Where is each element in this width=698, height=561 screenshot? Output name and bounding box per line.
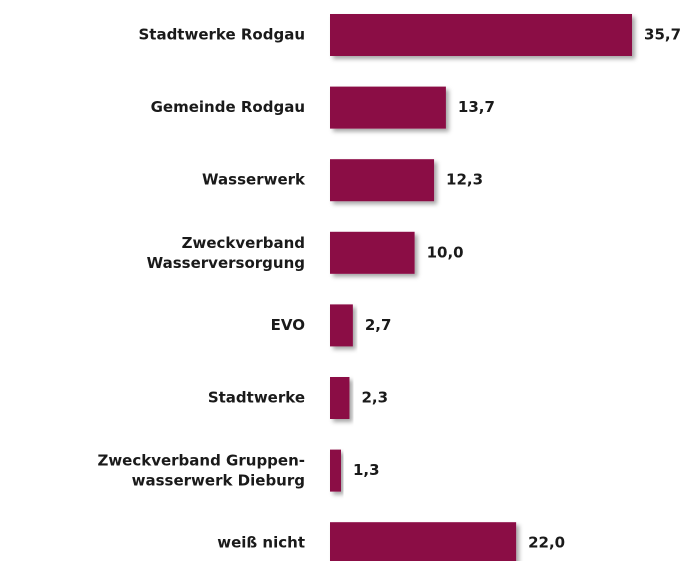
category-label: Gemeinde Rodgau: [151, 98, 305, 116]
value-label: 2,3: [361, 389, 388, 407]
category-label: weiß nicht: [217, 534, 305, 552]
bar: [330, 159, 435, 202]
value-label: 35,7: [644, 26, 681, 44]
category-label: EVO: [271, 316, 305, 334]
bar: [330, 522, 517, 561]
value-label: 2,7: [365, 316, 392, 334]
bar: [330, 304, 353, 347]
category-label: Wasserwerk: [202, 171, 306, 189]
bar: [330, 14, 633, 56]
category-label: Stadtwerke Rodgau: [138, 26, 305, 44]
value-label: 22,0: [528, 534, 565, 552]
category-label: Zweckverband Wasserversorgung: [147, 233, 305, 271]
value-label: 10,0: [427, 243, 464, 261]
category-label: Stadtwerke: [208, 389, 305, 407]
bar: [330, 86, 446, 129]
value-label: 1,3: [353, 461, 380, 479]
bar: [330, 449, 341, 492]
bar: [330, 231, 415, 274]
value-label: 13,7: [458, 98, 495, 116]
bar: [330, 377, 350, 419]
category-label: Zweckverband Gruppen-wasserwerk Dieburg: [97, 451, 305, 489]
value-label: 12,3: [446, 171, 483, 189]
